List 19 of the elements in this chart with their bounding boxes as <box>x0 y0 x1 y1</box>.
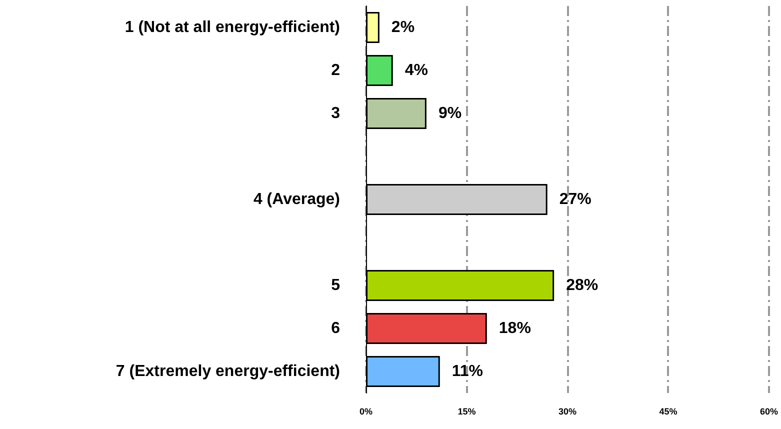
x-tick-label: 45% <box>659 406 678 416</box>
data-label: 4% <box>404 62 428 79</box>
y-tick-label: 5 <box>331 277 340 294</box>
data-label: 27% <box>559 191 592 208</box>
data-label: 11% <box>452 363 484 380</box>
y-tick-label: 4 (Average) <box>253 191 340 208</box>
x-tick-label: 60% <box>760 406 778 416</box>
data-label: 28% <box>566 277 598 294</box>
y-tick-label: 6 <box>331 320 340 337</box>
y-tick-label: 7 (Extremely energy-efficient) <box>116 363 340 380</box>
data-label: 2% <box>391 19 415 36</box>
x-tick-label: 30% <box>558 406 577 416</box>
y-tick-label: 2 <box>331 62 340 79</box>
x-tick-label: 15% <box>458 406 476 416</box>
data-label: 9% <box>438 105 462 122</box>
x-tick-label: 0% <box>359 406 373 416</box>
y-tick-label: 3 <box>331 105 340 122</box>
y-tick-label: 1 (Not at all energy-efficient) <box>124 19 340 36</box>
data-label: 18% <box>498 320 531 337</box>
